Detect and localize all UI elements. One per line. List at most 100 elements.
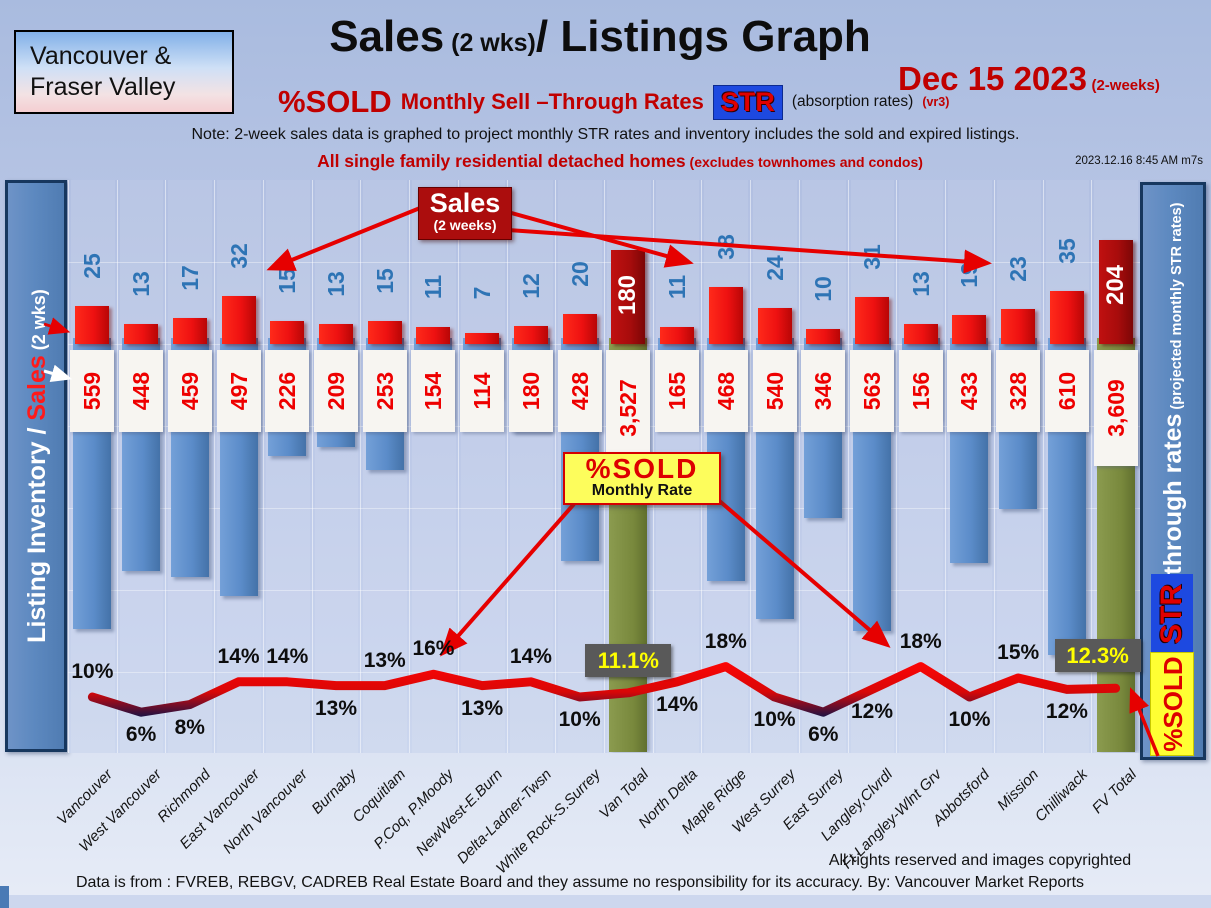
inventory-value-box: [362, 350, 407, 432]
rate-label: 12%: [1045, 700, 1088, 724]
sales-bar: [611, 250, 646, 344]
rate-label: 10%: [71, 660, 114, 683]
vertical-gridline: [750, 180, 751, 753]
rights-text: All rights reserved and images copyright…: [828, 852, 1132, 869]
sales-bar: [903, 324, 938, 344]
inventory-value: 154: [420, 371, 447, 411]
inventory-value-box: [752, 350, 797, 432]
sales-value: 24: [761, 255, 788, 281]
vertical-gridline: [1091, 180, 1092, 753]
sales-value: 35: [1053, 238, 1080, 264]
column-stripe: [314, 180, 359, 753]
vertical-gridline: [360, 180, 361, 753]
vertical-gridline: [68, 180, 69, 753]
sales-bar: [757, 308, 792, 344]
bottom-strip: [0, 895, 1211, 908]
vertical-gridline: [848, 180, 849, 753]
title-rest: / Listings Graph: [535, 12, 871, 61]
subtitle-percent-sold: %SOLD: [278, 84, 392, 119]
horizontal-gridline: [68, 508, 1140, 509]
sales-bar: [319, 324, 353, 344]
inventory-value-box: [1044, 350, 1089, 432]
vertical-gridline: [409, 180, 410, 753]
sales-bar: [270, 321, 305, 344]
sales-bar: [124, 324, 159, 344]
column-stripe: [899, 180, 944, 753]
sales-value: 23: [1005, 256, 1032, 282]
sales-value: 12: [517, 273, 544, 299]
inventory-value-box: [850, 350, 894, 432]
inventory-value: 428: [566, 371, 593, 411]
vertical-gridline: [945, 180, 946, 753]
inventory-value-box: [411, 350, 456, 432]
vertical-gridline: [994, 180, 995, 753]
inventory-value-box: [947, 350, 992, 432]
sales-badge-line2: (2 weeks): [433, 217, 497, 233]
inventory-value-box: [801, 350, 846, 432]
sales-bar: [75, 306, 110, 344]
sales-value: 38: [712, 234, 739, 260]
subtitle-version: (vr3): [922, 95, 950, 109]
inventory-value: 433: [956, 371, 983, 411]
sales-value: 20: [566, 261, 593, 287]
inventory-value: 226: [274, 371, 301, 411]
inventory-value: 165: [664, 371, 691, 411]
rate-label: 10%: [948, 708, 991, 731]
vertical-gridline: [1043, 180, 1044, 753]
vertical-gridline: [507, 180, 508, 753]
right-axis-sub: (projected monthly STR rates): [1169, 202, 1185, 414]
inventory-value: 497: [225, 371, 252, 411]
rate-label: 14%: [266, 644, 309, 668]
sales-bar: [513, 326, 548, 344]
title-wks: (2 wks): [444, 29, 536, 57]
inventory-value-box: [460, 350, 505, 432]
inventory-value-box: [996, 350, 1041, 432]
inventory-value: 610: [1053, 371, 1080, 411]
left-axis-bar: [5, 180, 67, 752]
title-main: Sales: [329, 12, 445, 61]
sales-bar: [221, 296, 256, 344]
chart-plot-area: 559 25 448 13 459 17 497 32 226 15 209 13 253 15 154 11…: [68, 180, 1140, 753]
total-rate-box: 11.1%: [585, 643, 672, 677]
rate-label: 14%: [217, 644, 260, 668]
generated-timestamp: 2023.12.16 8:45 AM m7s: [1075, 155, 1203, 167]
inventory-value: 563: [859, 371, 885, 411]
rate-label: 13%: [461, 696, 504, 720]
vertical-gridline: [263, 180, 264, 753]
sales-value: 15: [274, 268, 301, 294]
horizontal-gridline: [68, 344, 1140, 345]
vertical-gridline: [214, 180, 215, 753]
sales-bar: [806, 329, 841, 344]
rate-label: 12%: [850, 700, 894, 724]
inventory-value-box: [119, 350, 164, 432]
sales-bar: [367, 321, 402, 344]
inventory-value-box: [606, 350, 651, 466]
inventory-value-box: [898, 350, 943, 432]
subtitle-rates-text: Monthly Sell –Through Rates: [400, 89, 704, 114]
right-axis-sold-badge: %SOLD: [1150, 652, 1194, 756]
rate-badge-line2: Monthly Rate: [591, 482, 693, 499]
page-title: Sales (2 wks)/ Listings Graph: [250, 12, 950, 62]
sales-bar: [660, 327, 695, 344]
rate-label: 13%: [314, 696, 358, 720]
inventory-value-box: [167, 350, 212, 432]
sales-bar: [1049, 291, 1084, 344]
total-rate-box: 12.3%: [1054, 639, 1141, 673]
sales-value: 17: [176, 265, 203, 291]
inventory-value: 346: [810, 371, 837, 411]
rate-label: 16%: [412, 637, 455, 661]
sales-bar: [172, 318, 207, 344]
column-stripe: [265, 180, 310, 753]
rate-label: 15%: [997, 641, 1040, 664]
sales-badge-line1: Sales: [429, 188, 501, 218]
scope-text: All single family residential detached h…: [0, 151, 1211, 172]
scope-main: All single family residential detached h…: [317, 151, 686, 171]
sales-bar: [1001, 309, 1036, 344]
rate-label: 18%: [704, 629, 747, 653]
sales-value: 7: [469, 286, 496, 300]
rate-label: 10%: [558, 708, 601, 731]
inventory-value: 114: [469, 372, 496, 410]
date-main: Dec 15 2023: [898, 60, 1087, 97]
rate-label: 18%: [899, 629, 942, 653]
